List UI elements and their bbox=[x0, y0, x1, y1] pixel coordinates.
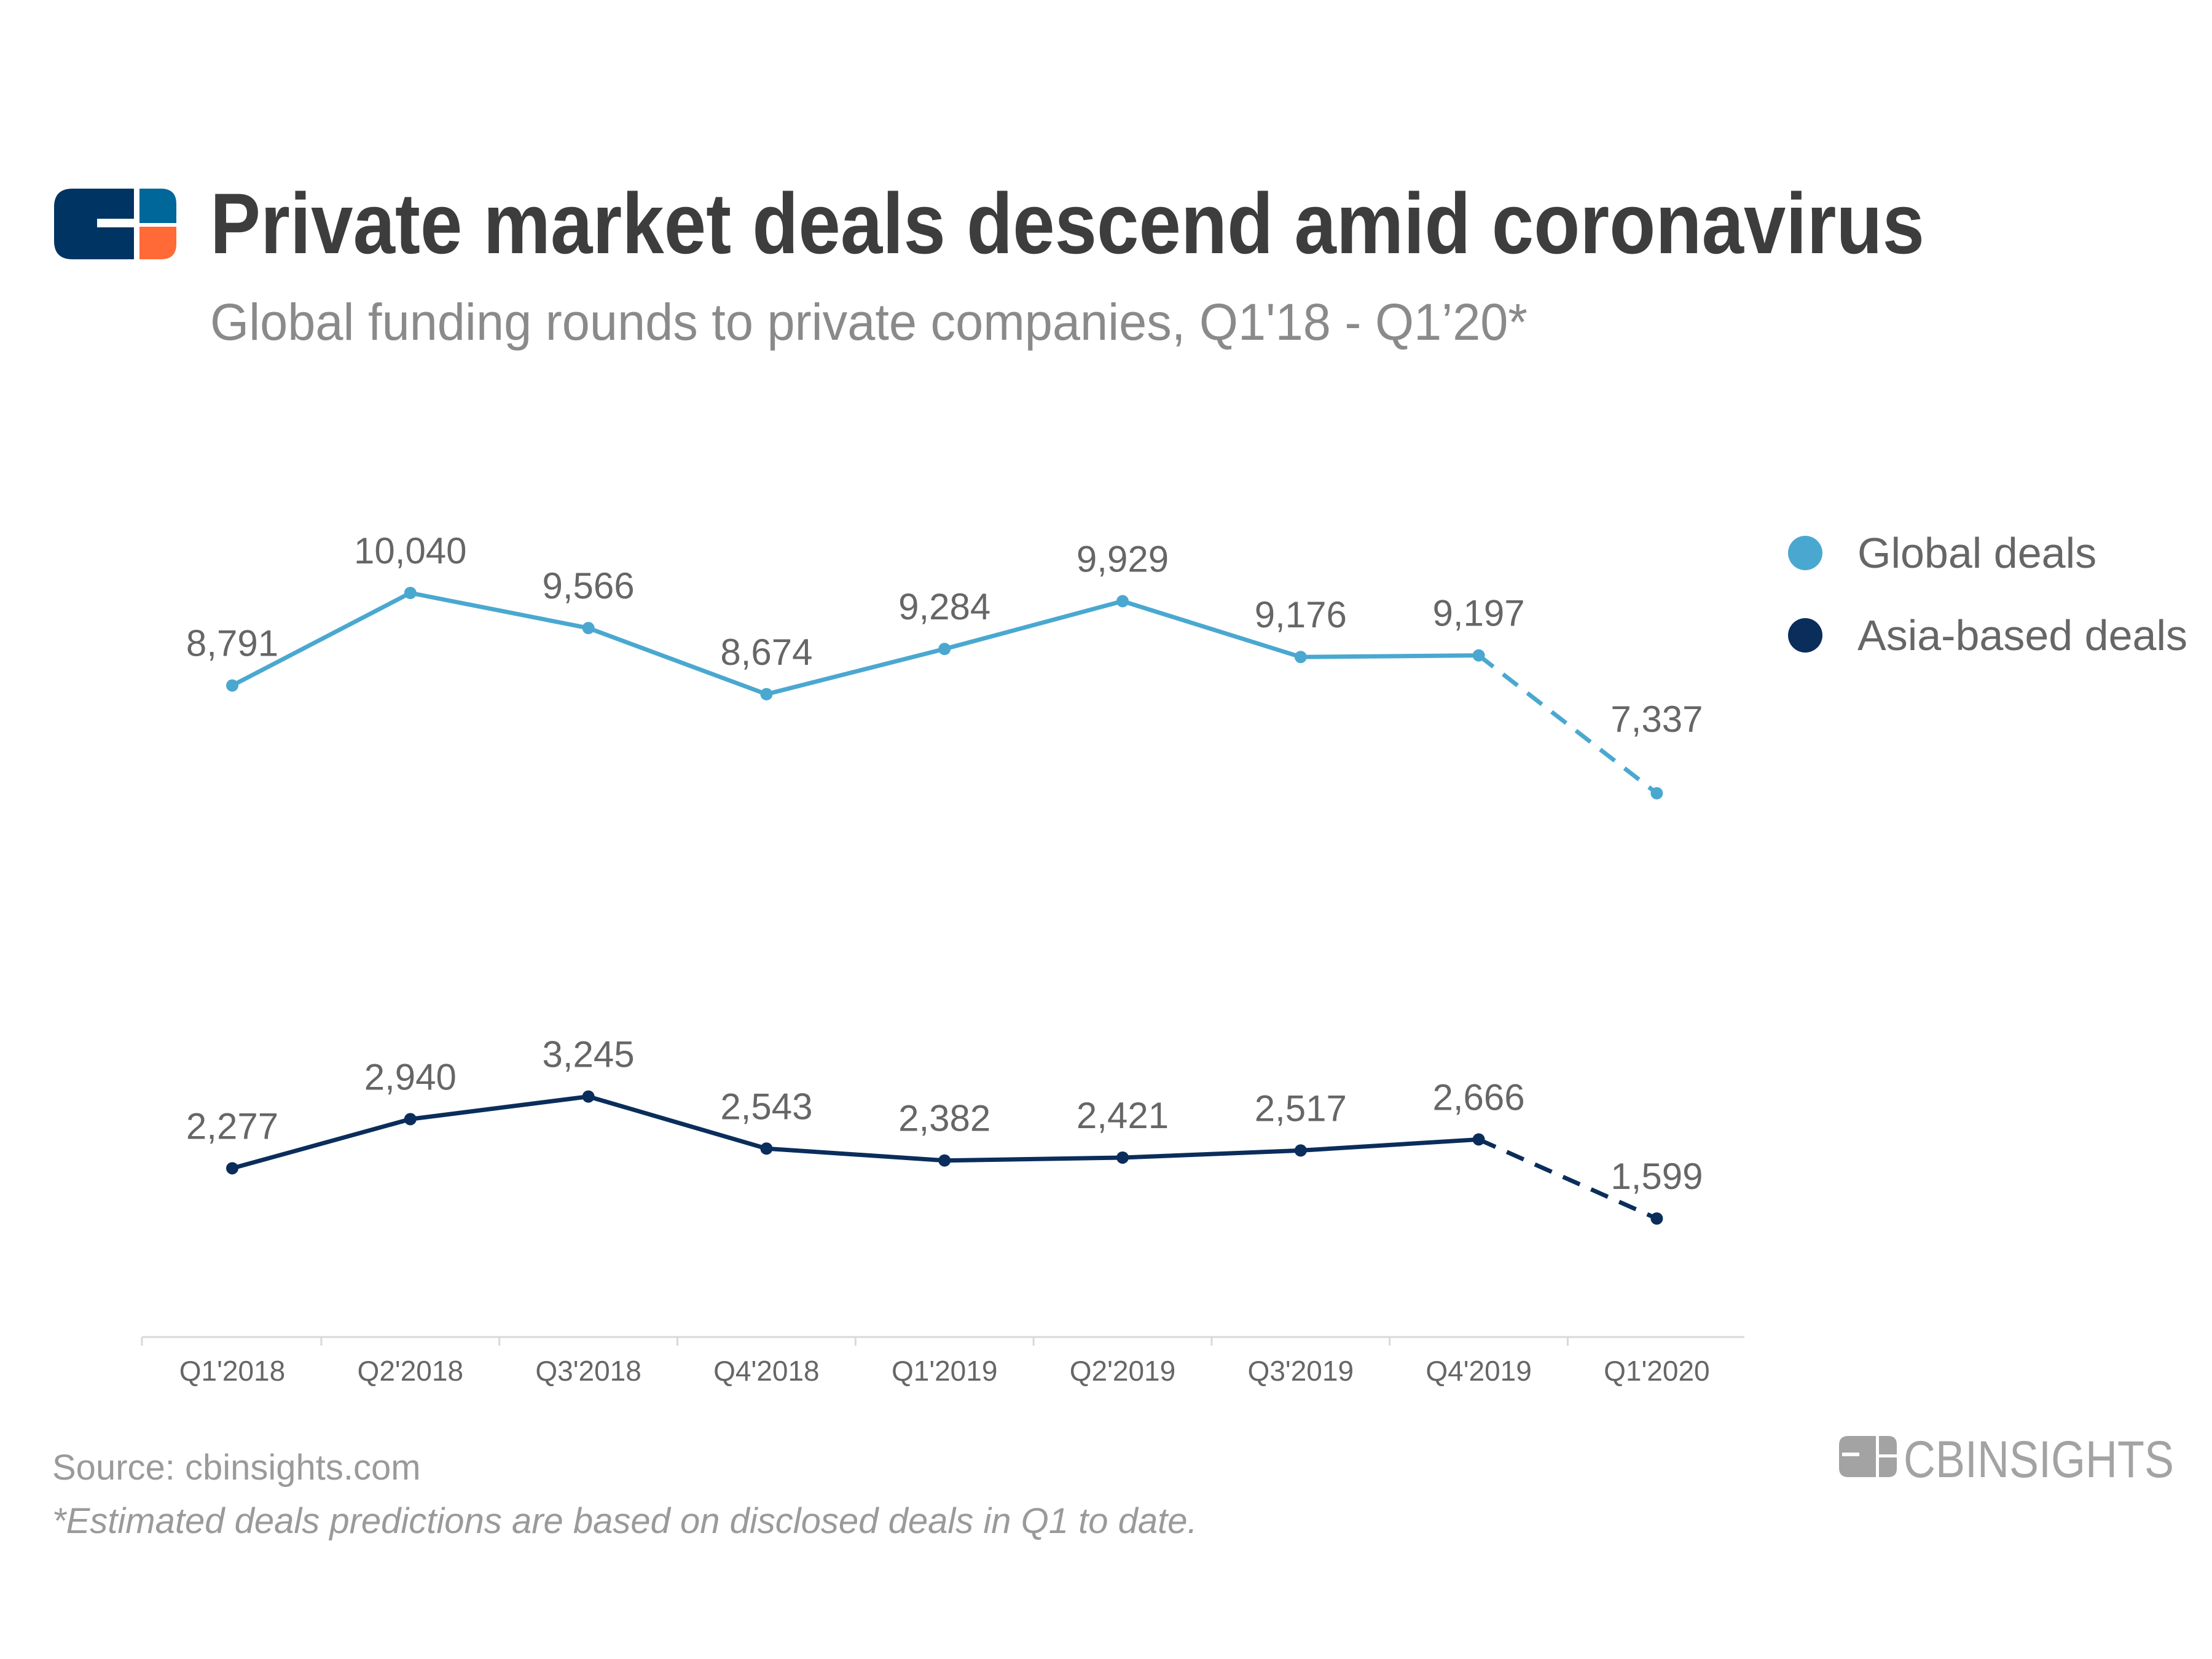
data-point[interactable] bbox=[582, 622, 595, 635]
series-line-estimated bbox=[1477, 653, 1658, 795]
x-tick-label: Q1'2018 bbox=[179, 1355, 285, 1387]
data-point[interactable] bbox=[1472, 649, 1485, 662]
series-global: 8,791 10,040 9,566 8,674 9,284 9,929 9,176 9,19… bbox=[186, 530, 1703, 800]
data-point[interactable] bbox=[1650, 787, 1663, 800]
data-label: 9,176 bbox=[1255, 594, 1347, 635]
series-asia: 2,277 2,940 3,245 2,543 2,382 2,421 2,517 2,666… bbox=[186, 1034, 1703, 1225]
series-line bbox=[231, 590, 1479, 697]
data-point[interactable] bbox=[582, 1090, 595, 1103]
data-label: 2,517 bbox=[1255, 1088, 1347, 1129]
x-tick-label: Q4'2018 bbox=[713, 1355, 819, 1387]
legend-item-asia[interactable]: Asia-based deals bbox=[1788, 611, 2187, 659]
legend-item-global[interactable]: Global deals bbox=[1788, 529, 2096, 577]
x-tick-label: Q2'2019 bbox=[1070, 1355, 1175, 1387]
data-point[interactable] bbox=[938, 1154, 951, 1167]
data-label: 2,421 bbox=[1077, 1095, 1169, 1136]
legend: Global deals Asia-based deals bbox=[1788, 529, 2187, 659]
data-point[interactable] bbox=[404, 1113, 417, 1126]
data-point[interactable] bbox=[1294, 1144, 1307, 1157]
data-point[interactable] bbox=[1116, 1151, 1129, 1164]
data-label: 7,337 bbox=[1610, 699, 1703, 740]
data-label: 9,929 bbox=[1077, 538, 1169, 579]
data-point[interactable] bbox=[938, 643, 951, 656]
chart-subtitle: Global funding rounds to private compani… bbox=[210, 293, 1528, 351]
data-label: 2,382 bbox=[898, 1098, 990, 1139]
cbinsights-logo: CBINSIGHTS bbox=[1839, 1430, 2174, 1488]
data-label: 8,674 bbox=[720, 632, 812, 673]
series-group: 8,791 10,040 9,566 8,674 9,284 9,929 9,176 9,19… bbox=[186, 530, 1703, 1225]
source-text: Source: cbinsights.com bbox=[52, 1448, 421, 1488]
data-point[interactable] bbox=[760, 1142, 773, 1155]
data-point[interactable] bbox=[1116, 595, 1129, 608]
x-tick-label: Q3'2018 bbox=[535, 1355, 641, 1387]
legend-swatch-asia bbox=[1788, 618, 1822, 653]
data-label: 8,791 bbox=[186, 623, 278, 664]
data-label: 2,543 bbox=[720, 1086, 812, 1127]
series-line bbox=[232, 1094, 1479, 1171]
data-point[interactable] bbox=[1294, 651, 1307, 664]
x-tick-label: Q1'2020 bbox=[1604, 1355, 1709, 1387]
data-point[interactable] bbox=[1650, 1212, 1663, 1225]
x-tick-label: Q2'2018 bbox=[358, 1355, 463, 1387]
data-point[interactable] bbox=[226, 679, 238, 692]
data-label: 2,277 bbox=[186, 1105, 278, 1147]
data-label: 9,566 bbox=[543, 565, 635, 606]
series-line-estimated bbox=[1478, 1137, 1658, 1221]
data-label: 9,284 bbox=[898, 586, 990, 627]
cbinsights-logo-text: CBINSIGHTS bbox=[1904, 1430, 2174, 1488]
x-tick-label: Q3'2019 bbox=[1248, 1355, 1354, 1387]
data-label: 9,197 bbox=[1433, 593, 1525, 634]
data-label: 2,940 bbox=[364, 1056, 457, 1097]
cb-logo-icon bbox=[54, 189, 176, 259]
data-label: 1,599 bbox=[1610, 1156, 1703, 1197]
x-axis-ticks: Q1'2018 Q2'2018 Q3'2018 Q4'2018 Q1'2019 Q2'20… bbox=[141, 1337, 1710, 1387]
data-label: 2,666 bbox=[1433, 1077, 1525, 1118]
data-label: 3,245 bbox=[543, 1034, 635, 1075]
chart-title: Private market deals descend amid corona… bbox=[210, 175, 1924, 272]
x-tick-label: Q4'2019 bbox=[1426, 1355, 1531, 1387]
data-point[interactable] bbox=[404, 587, 417, 599]
data-point[interactable] bbox=[226, 1162, 238, 1175]
legend-label-global: Global deals bbox=[1857, 529, 2096, 577]
legend-label-asia: Asia-based deals bbox=[1857, 611, 2187, 659]
legend-swatch-global bbox=[1788, 536, 1822, 570]
x-tick-label: Q1'2019 bbox=[892, 1355, 997, 1387]
footnote-text: *Estimated deals predictions are based o… bbox=[52, 1501, 1198, 1541]
data-point[interactable] bbox=[760, 688, 773, 700]
data-point[interactable] bbox=[1472, 1133, 1485, 1146]
data-label: 10,040 bbox=[354, 530, 467, 571]
